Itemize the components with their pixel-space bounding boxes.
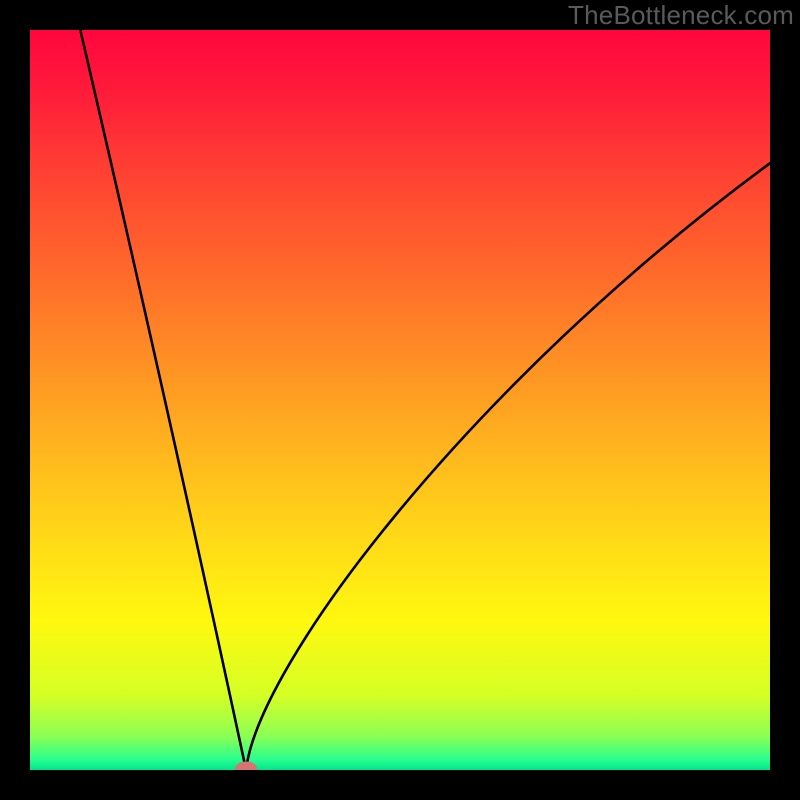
watermark-text: TheBottleneck.com: [568, 0, 794, 31]
chart-svg: [0, 0, 800, 800]
gradient-background: [30, 30, 770, 770]
chart-stage: TheBottleneck.com: [0, 0, 800, 800]
